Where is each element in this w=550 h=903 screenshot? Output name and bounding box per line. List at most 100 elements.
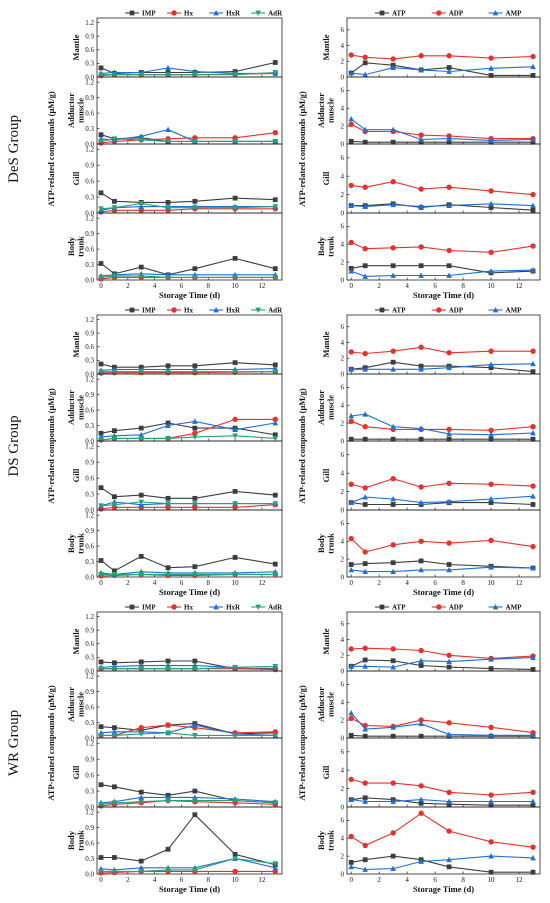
- data-point-adp: [390, 348, 396, 354]
- legend-right: ATP ADP AMP: [375, 307, 522, 315]
- x-tick-label: 4: [153, 282, 157, 290]
- panel-label-group: Mantle: [321, 628, 331, 654]
- data-point-amp: [362, 726, 368, 732]
- panel-label: Mantle: [321, 34, 331, 60]
- x-tick-label: 8: [461, 579, 465, 587]
- data-point-imp: [165, 658, 171, 664]
- panel-left-body-trunk: 0.0 0.3 0.6 0.9 1.2 0 2 4 6 8 10 12 Body trunk: [66, 806, 283, 884]
- panel-label-group: Adductor muscle: [316, 390, 336, 425]
- data-point-adr: [192, 72, 198, 78]
- y-tick-label: 0.9: [85, 329, 94, 337]
- data-point-adr: [272, 664, 279, 670]
- data-point-adp: [390, 780, 396, 786]
- y-tick-label: 1.2: [85, 375, 94, 383]
- y-tick-label: 2: [341, 852, 345, 860]
- data-point-hxr: [165, 64, 171, 71]
- y-tick-label: 2: [341, 785, 345, 793]
- data-point-amp: [446, 430, 452, 437]
- data-point-adr: [138, 201, 145, 207]
- y-tick-label: 0.0: [85, 506, 94, 514]
- y-tick-label: 6: [341, 520, 345, 528]
- y-tick-label: 6: [341, 681, 345, 689]
- data-point-imp: [192, 198, 198, 204]
- data-point-adp: [488, 481, 494, 487]
- data-point-amp: [348, 115, 354, 122]
- data-point-amp: [418, 720, 424, 727]
- series-line-adp: [351, 420, 534, 431]
- x-tick-label: 10: [232, 579, 240, 587]
- y-tick-label: 0: [341, 209, 345, 217]
- x-axis-title: Storage Time (d): [413, 290, 474, 300]
- data-point-atp: [362, 139, 368, 145]
- group-label-0: DeS Group: [6, 115, 22, 183]
- data-point-amp: [348, 499, 354, 506]
- data-point-hxr: [138, 133, 145, 139]
- panel-label-line: muscle: [326, 98, 336, 123]
- data-point-adp: [362, 54, 368, 61]
- data-point-imp: [98, 361, 104, 367]
- data-point-adr: [165, 205, 171, 211]
- panel-right-body-trunk: 0 2 4 6 0 2 4 6 8 10 12 Body trunk: [316, 212, 541, 290]
- y-tick-label: 0.6: [85, 406, 94, 414]
- data-point-adr: [165, 369, 171, 375]
- data-point-amp: [446, 566, 452, 573]
- data-point-atp: [488, 869, 494, 875]
- data-point-amp: [362, 411, 368, 417]
- data-point-adr: [111, 72, 118, 78]
- y-tick-label: 0.3: [85, 855, 94, 863]
- data-point-adp: [488, 724, 494, 730]
- data-point-adr: [98, 572, 104, 578]
- data-point-adr: [272, 861, 279, 867]
- x-tick-label: 6: [433, 876, 437, 884]
- y-tick-label: 0.3: [85, 60, 94, 68]
- data-point-imp: [165, 199, 171, 205]
- y-tick-label: 6: [341, 620, 345, 628]
- legend-marker: [213, 307, 219, 313]
- data-point-adp: [418, 132, 424, 138]
- panel-label-line: trunk: [76, 533, 86, 554]
- group-2: IMP Hx HxR AdR ATP ADP AMP 0.0 0.3 0.6 0.9 1.2 Mantl…: [46, 604, 541, 894]
- series-line-adp: [350, 123, 533, 140]
- data-point-adr: [98, 503, 104, 509]
- x-tick-label: 2: [377, 579, 381, 587]
- data-point-adp: [446, 350, 452, 356]
- y-tick-label: 6: [341, 26, 345, 34]
- data-point-adr: [138, 137, 145, 143]
- data-point-adp: [446, 184, 452, 190]
- data-point-adp: [418, 647, 424, 654]
- data-point-adp: [446, 828, 452, 834]
- data-point-imp: [98, 430, 104, 436]
- data-point-adr: [192, 139, 198, 145]
- y-tick-label: 0.0: [85, 573, 94, 581]
- data-point-imp: [112, 855, 117, 860]
- legend-marker: [213, 604, 219, 610]
- y-tick-label: 2: [341, 122, 345, 130]
- data-point-atp: [418, 558, 424, 564]
- data-point-imp: [112, 784, 117, 790]
- data-point-imp: [98, 65, 104, 71]
- data-point-adr: [111, 436, 118, 442]
- y-axis-title-left-group: ATP-related compounds (μM/g): [46, 685, 56, 801]
- group-0: IMP Hx HxR AdR ATP ADP AMP 0.0 0.3 0.6 0.9 1.2 Mantl…: [46, 10, 541, 300]
- y-tick-label: 4: [341, 470, 345, 478]
- y-tick-label: 0.6: [85, 771, 94, 779]
- y-tick-label: 0.6: [85, 109, 94, 117]
- data-point-atp: [418, 139, 424, 145]
- data-point-adr: [165, 501, 171, 507]
- data-point-adr: [138, 572, 145, 578]
- panel-left-adductor-muscle: 0.0 0.3 0.6 0.9 1.2 Adductor muscle: [66, 670, 283, 742]
- x-tick-label: 8: [207, 579, 211, 587]
- series-line-amp: [350, 495, 534, 504]
- data-point-imp: [272, 197, 278, 203]
- legend-right: ATP ADP AMP: [375, 10, 522, 18]
- panel-label-group: Body trunk: [66, 236, 86, 257]
- y-tick-label: 2: [341, 555, 345, 563]
- data-point-amp: [362, 866, 368, 872]
- data-point-adr: [165, 730, 171, 736]
- y-tick-label: 0: [341, 734, 345, 742]
- legend-label: AdR: [268, 10, 283, 18]
- data-point-adr: [138, 666, 145, 672]
- data-point-amp: [418, 136, 424, 142]
- panel-label-group: Mantle: [71, 34, 81, 60]
- data-point-adr: [165, 666, 171, 672]
